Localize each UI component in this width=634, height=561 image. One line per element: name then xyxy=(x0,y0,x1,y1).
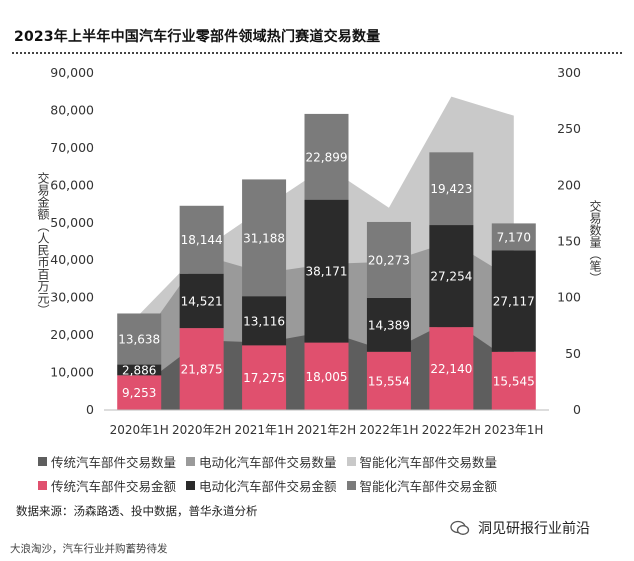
bar-data-label: 20,273 xyxy=(368,253,410,267)
bar-segment-0 xyxy=(366,351,411,410)
bar-segment-1 xyxy=(117,364,162,376)
legend-item: 智能化汽车部件交易金额 xyxy=(346,476,498,495)
legend-label: 电动化汽车部件交易数量 xyxy=(199,455,337,470)
right-axis-tick: 0 xyxy=(573,402,581,417)
footer-caption: 大浪淘沙，汽车行业并购蓄势待发 xyxy=(10,543,168,555)
legend-label: 电动化汽车部件交易金额 xyxy=(199,479,337,494)
bar-data-label: 31,188 xyxy=(243,231,285,245)
x-axis-tick: 2021年1H xyxy=(234,423,293,437)
bar-data-label: 13,116 xyxy=(243,314,285,328)
left-axis-tick: 10,000 xyxy=(50,365,94,380)
right-axis-tick: 250 xyxy=(557,121,581,136)
bar-segment-1 xyxy=(242,296,287,346)
bar-segment-0 xyxy=(179,328,224,410)
x-axis-tick: 2020年2H xyxy=(172,423,231,437)
left-axis-tick: 30,000 xyxy=(50,290,94,305)
bar-data-label: 18,144 xyxy=(181,233,223,247)
bar-data-label: 17,275 xyxy=(243,371,285,385)
legend-item: 电动化汽车部件交易金额 xyxy=(186,476,337,495)
bar-segment-1 xyxy=(429,225,474,328)
legend-item: 传统汽车部件交易数量 xyxy=(38,452,176,471)
bar-segment-2 xyxy=(304,113,349,200)
left-axis-tick: 90,000 xyxy=(50,65,94,80)
x-axis-tick: 2022年2H xyxy=(422,423,481,437)
bar-segment-1 xyxy=(491,250,536,352)
left-axis-tick: 50,000 xyxy=(50,215,94,230)
bar-segment-2 xyxy=(366,221,411,298)
left-axis-tick: 70,000 xyxy=(50,140,94,155)
legend-swatch xyxy=(346,457,356,466)
right-axis-tick: 50 xyxy=(565,346,581,361)
bar-segment-0 xyxy=(491,351,536,410)
bar-data-label: 9,253 xyxy=(122,386,156,400)
left-axis-tick: 0 xyxy=(86,402,94,417)
legend-row-amounts: 传统汽车部件交易金额 电动化汽车部件交易金额 智能化汽车部件交易金额 xyxy=(38,476,501,495)
bar-segment-2 xyxy=(179,205,224,274)
bar-data-label: 19,423 xyxy=(430,182,472,196)
right-axis-tick: 150 xyxy=(557,234,581,249)
bar-data-label: 22,899 xyxy=(306,150,348,164)
bar-segment-0 xyxy=(117,375,162,410)
bar-data-label: 38,171 xyxy=(306,265,348,279)
bar-data-label: 18,005 xyxy=(306,370,348,384)
data-source-note: 数据来源：汤森路透、投中数据，普华永道分析 xyxy=(16,504,258,518)
brand-watermark: 洞见研报行业前沿 xyxy=(450,518,590,538)
bar-data-label: 14,389 xyxy=(368,318,410,332)
legend-swatch xyxy=(186,481,196,490)
legend-swatch xyxy=(38,457,47,466)
x-axis-tick: 2023年1H xyxy=(484,423,543,437)
wechat-icon xyxy=(450,520,470,535)
legend-item: 传统汽车部件交易金额 xyxy=(38,476,176,495)
bar-segment-1 xyxy=(304,199,349,343)
legend-row-counts: 传统汽车部件交易数量 电动化汽车部件交易数量 智能化汽车部件交易数量 xyxy=(38,452,501,471)
left-axis-tick: 20,000 xyxy=(50,327,94,342)
left-axis-tick: 80,000 xyxy=(50,102,94,117)
bar-segment-0 xyxy=(304,342,349,410)
bar-segment-1 xyxy=(179,273,224,329)
right-axis-tick: 300 xyxy=(557,65,581,80)
legend-item: 智能化汽车部件交易数量 xyxy=(346,452,498,471)
bar-segment-2 xyxy=(429,152,474,226)
bar-data-label: 22,140 xyxy=(430,362,472,376)
chart-canvas: 0 10,000 20,000 30,000 40,000 50,000 60,000 70,… xyxy=(50,65,581,437)
right-axis-tick: 200 xyxy=(557,177,581,192)
bar-segment-0 xyxy=(429,327,474,410)
x-axis-tick: 2020年1H xyxy=(110,423,169,437)
bar-data-label: 27,254 xyxy=(430,270,472,284)
legend-swatch xyxy=(38,481,47,490)
x-axis-tick: 2021年2H xyxy=(297,423,356,437)
bar-data-label: 13,638 xyxy=(118,333,160,347)
title-divider xyxy=(12,52,622,54)
bar-data-label: 7,170 xyxy=(497,230,531,244)
x-axis-tick: 2022年1H xyxy=(359,423,418,437)
bar-data-label: 15,554 xyxy=(368,374,410,388)
legend-item: 电动化汽车部件交易数量 xyxy=(186,452,337,471)
bar-segment-2 xyxy=(491,223,536,251)
legend-label: 传统汽车部件交易数量 xyxy=(51,455,177,470)
bar-data-label: 14,521 xyxy=(181,294,223,308)
brand-name: 洞见研报行业前沿 xyxy=(478,521,590,537)
bar-segment-1 xyxy=(366,297,411,352)
left-axis-label: 交易金额（人民币百万元） xyxy=(36,172,50,316)
bar-data-label: 21,875 xyxy=(181,363,223,377)
left-axis-tick: 60,000 xyxy=(50,177,94,192)
bar-data-label: 2,886 xyxy=(122,363,156,377)
legend-swatch xyxy=(346,481,356,490)
left-axis-tick: 40,000 xyxy=(50,252,94,267)
bar-segment-2 xyxy=(117,313,162,365)
legend-label: 智能化汽车部件交易数量 xyxy=(359,455,498,470)
bar-segment-0 xyxy=(242,345,287,410)
legend-label: 传统汽车部件交易金额 xyxy=(51,479,177,494)
bar-segment-2 xyxy=(242,179,287,297)
bar-data-label: 15,545 xyxy=(493,374,535,388)
legend-swatch xyxy=(186,457,196,466)
right-axis-label: 交易数量（笔） xyxy=(588,200,602,284)
right-axis-tick: 100 xyxy=(557,290,581,305)
chart-title: 2023年上半年中国汽车行业零部件领域热门赛道交易数量 xyxy=(14,29,381,45)
legend-label: 智能化汽车部件交易金额 xyxy=(359,479,498,494)
bar-data-label: 27,117 xyxy=(493,295,535,309)
